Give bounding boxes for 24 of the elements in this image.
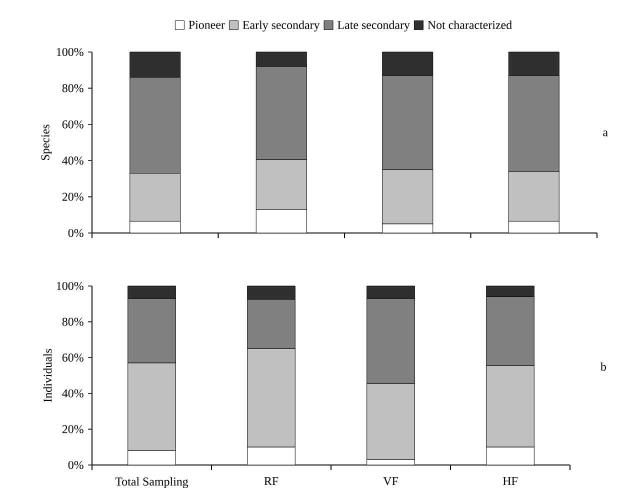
legend-label: Late secondary (338, 20, 410, 32)
y-tick-label: 20% (62, 425, 84, 434)
y-tick-label: 80% (62, 84, 84, 92)
y-tick-label: 100% (56, 282, 84, 290)
x-tick-label: Total Sampling (115, 477, 188, 488)
y-axis-title: Individuals (43, 349, 52, 402)
y-tick-label: 40% (62, 389, 84, 398)
y-tick-label: 40% (62, 156, 84, 165)
y-axis-title: Species (41, 124, 52, 160)
text: b (600, 362, 606, 371)
y-tick-label: 0% (68, 460, 84, 470)
legend-label: Early secondary (242, 20, 320, 32)
x-tick-label: HF (502, 477, 518, 486)
text: a (603, 130, 608, 136)
y-tick-label: 80% (62, 318, 84, 326)
y-tick-label: 20% (62, 192, 84, 201)
legend-label: Not characterized (428, 20, 512, 30)
y-tick-label: 60% (62, 120, 84, 128)
x-tick-label: RF (264, 477, 278, 486)
x-tick-label: VF (383, 477, 398, 486)
y-tick-label: 100% (56, 48, 84, 56)
y-tick-label: 60% (62, 354, 84, 362)
y-tick-label: 0% (68, 228, 84, 238)
legend-label: Pioneer (188, 20, 225, 29)
